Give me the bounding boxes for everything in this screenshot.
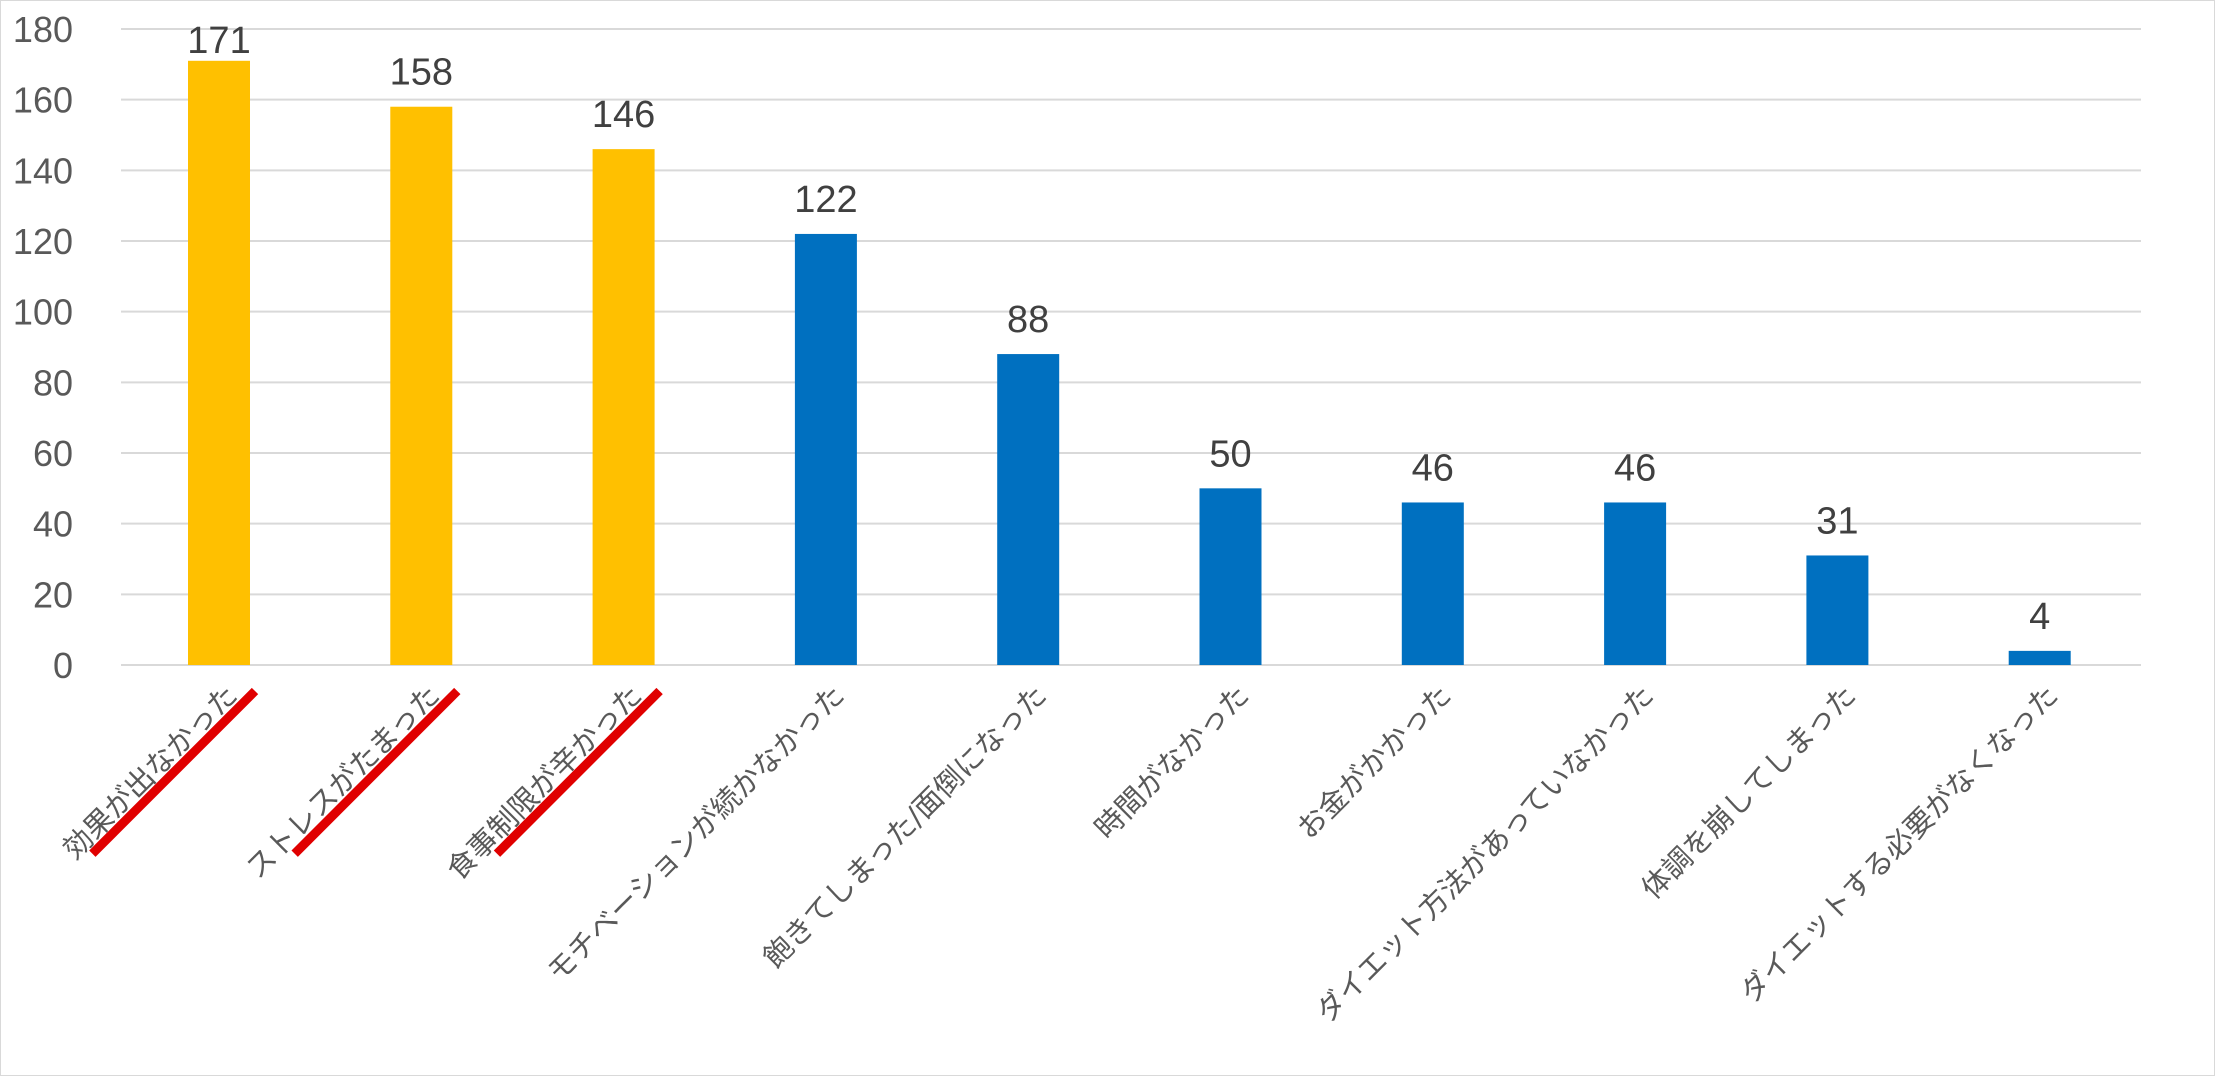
- bar: [1401, 502, 1464, 665]
- category-label: 食事制限が辛かった: [440, 678, 649, 887]
- category-labels: 効果が出なかったストレスがたまった食事制限が辛かったモチベーションが続かなかった…: [56, 678, 2065, 1029]
- category-label: ダイエット方法があっていなかった: [1309, 678, 1660, 1029]
- red-underline: [291, 687, 461, 857]
- y-tick-label: 60: [33, 433, 73, 474]
- bar: [390, 106, 453, 665]
- bar: [1199, 488, 1262, 665]
- y-tick-label: 40: [33, 504, 73, 545]
- data-label: 50: [1209, 433, 1251, 475]
- bar: [1806, 555, 1869, 665]
- data-label: 46: [1412, 447, 1454, 489]
- category-label: お金がかかった: [1290, 678, 1458, 846]
- data-label: 171: [187, 20, 250, 62]
- bar: [2008, 650, 2071, 665]
- data-label: 4: [2029, 596, 2050, 638]
- y-tick-label: 140: [13, 150, 73, 191]
- data-label: 46: [1614, 447, 1656, 489]
- category-label: ストレスがたまった: [239, 678, 446, 885]
- red-underline: [89, 687, 259, 857]
- y-tick-label: 180: [13, 9, 73, 50]
- y-tick-label: 0: [53, 645, 73, 686]
- category-label: 時間がなかった: [1088, 678, 1256, 846]
- y-tick-label: 20: [33, 574, 73, 615]
- bar: [188, 60, 250, 666]
- bars: [188, 60, 2071, 666]
- data-label: 158: [390, 52, 453, 94]
- y-axis-ticks: 0 20 40 60 80 100 120 140 160 180: [13, 9, 73, 686]
- y-tick-label: 120: [13, 221, 73, 262]
- bar: [592, 149, 655, 666]
- data-label: 88: [1007, 299, 1049, 341]
- bar: [1604, 502, 1667, 665]
- data-label: 146: [592, 94, 655, 136]
- gridlines: [121, 28, 2141, 666]
- data-label: 31: [1816, 500, 1858, 542]
- red-underline: [493, 687, 663, 857]
- category-label: 効果が出なかった: [56, 678, 244, 866]
- bar: [794, 233, 857, 665]
- bar: [997, 354, 1060, 665]
- category-label: 体調を崩してしまった: [1635, 678, 1863, 906]
- y-tick-label: 160: [13, 80, 73, 121]
- category-label: ダイエットする必要がなくなった: [1733, 678, 2064, 1009]
- data-label: 122: [794, 179, 857, 221]
- y-tick-label: 100: [13, 292, 73, 333]
- underlines: [89, 687, 663, 857]
- y-tick-label: 80: [33, 362, 73, 403]
- data-labels: 171 158 146 122 88 50 46 46 31 4: [187, 20, 2050, 638]
